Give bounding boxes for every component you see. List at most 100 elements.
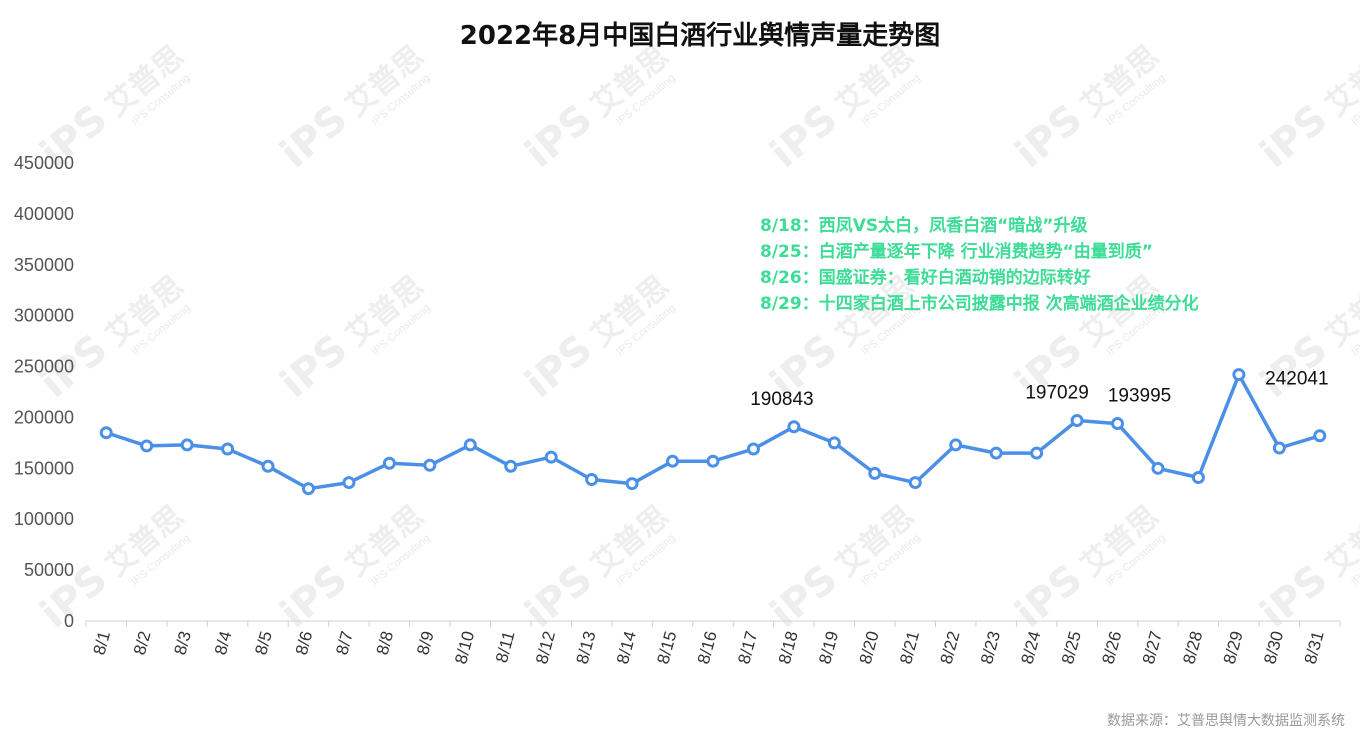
x-tick-label: 8/11	[492, 629, 519, 665]
watermark-logo: iPS	[762, 96, 847, 177]
y-tick-label: 200000	[14, 407, 74, 427]
watermark-brand: 艾普思	[1319, 39, 1360, 124]
data-point	[1191, 470, 1205, 484]
data-point	[1232, 368, 1246, 382]
watermark-logo: iPS	[517, 96, 602, 177]
x-tick-label: 8/9	[413, 629, 437, 657]
x-tick-label: 8/19	[815, 629, 842, 666]
x-tick-label: 8/31	[1301, 629, 1328, 666]
data-point	[1272, 441, 1286, 455]
watermark-brand: 艾普思	[1319, 499, 1360, 584]
event-annotation: 8/18：西凤VS太白，凤香白酒“暗战”升级	[760, 215, 1087, 236]
watermark-logo: iPS	[272, 96, 357, 177]
watermark-logo: iPS	[762, 556, 847, 637]
data-point	[1313, 429, 1327, 443]
event-annotation: 8/29：十四家白酒上市公司披露中报 次高端酒企业绩分化	[760, 293, 1199, 314]
series-line-group	[99, 368, 1327, 496]
y-tick-label: 300000	[14, 306, 74, 326]
watermark-logo: iPS	[1007, 556, 1092, 637]
y-axis: 0 50000 100000 150000 200000 250000 300000 3500…	[14, 153, 74, 631]
watermark-logo: iPS	[272, 326, 357, 407]
data-point	[868, 466, 882, 480]
watermark-logo: iPS	[1252, 326, 1337, 407]
data-label: 242041	[1265, 369, 1328, 390]
data-point	[342, 476, 356, 490]
data-point	[261, 459, 275, 473]
y-tick-label: 50000	[24, 560, 74, 580]
y-tick-label: 250000	[14, 357, 74, 377]
x-tick-label: 8/7	[332, 629, 356, 657]
chart-title: 2022年8月中国白酒行业舆情声量走势图	[460, 20, 940, 51]
y-tick-label: 400000	[14, 204, 74, 224]
data-point	[827, 436, 841, 450]
data-point	[625, 477, 639, 491]
x-tick-label: 8/14	[613, 629, 640, 666]
data-label: 190843	[750, 389, 813, 410]
data-point	[301, 482, 315, 496]
x-tick-label: 8/17	[734, 629, 761, 666]
data-point	[221, 442, 235, 456]
x-tick-label: 8/24	[1018, 629, 1045, 666]
watermark-logo: iPS	[1252, 96, 1337, 177]
data-label-group: 190843 197029 193995 242041	[750, 369, 1328, 410]
x-tick-label: 8/21	[896, 629, 923, 666]
data-point	[463, 438, 477, 452]
x-tick-label: 8/30	[1260, 629, 1287, 666]
x-tick-label: 8/1	[90, 629, 114, 657]
data-point	[1151, 461, 1165, 475]
x-tick-label: 8/29	[1220, 629, 1247, 666]
x-tick-label: 8/25	[1058, 629, 1085, 666]
y-tick-label: 450000	[14, 153, 74, 173]
x-tick-label: 8/18	[775, 629, 802, 666]
data-label: 193995	[1108, 386, 1171, 407]
data-point	[949, 438, 963, 452]
source-note: 数据来源：艾普思舆情大数据监测系统	[1107, 713, 1345, 729]
data-point	[180, 438, 194, 452]
event-annotation: 8/25：白酒产量逐年下降 行业消费趋势“由量到质”	[760, 241, 1153, 262]
watermark-logo: iPS	[1007, 96, 1092, 177]
data-point	[585, 473, 599, 487]
y-tick-label: 0	[64, 611, 74, 631]
x-tick-label: 8/12	[532, 629, 559, 666]
data-point	[989, 446, 1003, 460]
data-point	[666, 454, 680, 468]
x-tick-label: 8/27	[1139, 629, 1166, 666]
x-tick-label: 8/16	[694, 629, 721, 666]
y-tick-label: 350000	[14, 255, 74, 275]
x-tick-label: 8/2	[130, 629, 154, 657]
data-point	[908, 476, 922, 490]
x-tick-label: 8/22	[937, 629, 964, 666]
data-point	[706, 454, 720, 468]
x-tick-label: 8/26	[1098, 629, 1125, 666]
data-point	[504, 459, 518, 473]
data-point	[746, 442, 760, 456]
data-point	[140, 439, 154, 453]
watermark-logo: iPS	[1252, 556, 1337, 637]
x-tick-label: 8/10	[451, 629, 478, 666]
y-tick-label: 150000	[14, 458, 74, 478]
data-label: 197029	[1025, 382, 1088, 403]
event-annotation-group: 8/18：西凤VS太白，凤香白酒“暗战”升级 8/25：白酒产量逐年下降 行业消费…	[760, 215, 1199, 314]
watermark-logo: iPS	[272, 556, 357, 637]
data-point	[544, 450, 558, 464]
x-tick-label: 8/3	[171, 629, 195, 657]
data-point	[787, 420, 801, 434]
x-tick-label: 8/23	[977, 629, 1004, 666]
data-point	[1030, 446, 1044, 460]
data-point	[1111, 417, 1125, 431]
x-tick-label: 8/13	[573, 629, 600, 666]
data-point	[1070, 413, 1084, 427]
x-tick-label: 8/28	[1179, 629, 1206, 666]
y-tick-label: 100000	[14, 509, 74, 529]
